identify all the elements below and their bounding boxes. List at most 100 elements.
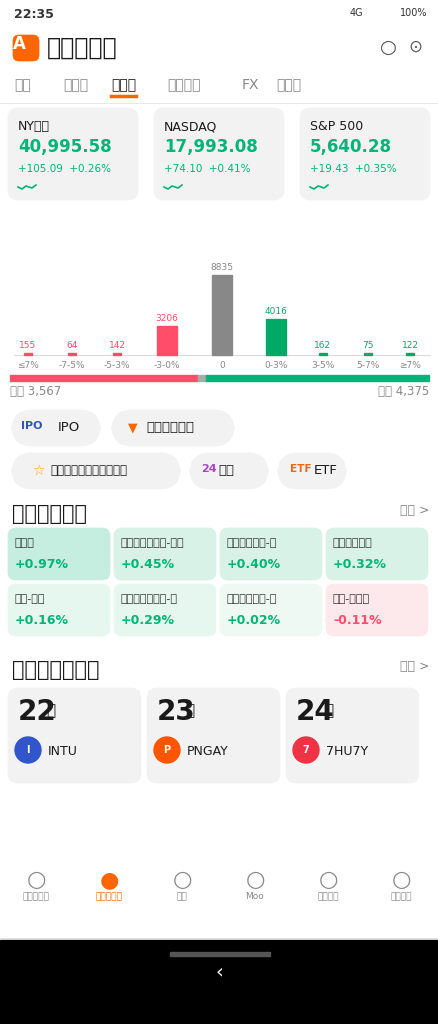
Bar [405,353,413,355]
Text: ニュース: ニュース [317,892,338,901]
Text: ソフトウェア-イ: ソフトウェア-イ [226,538,277,548]
FancyBboxPatch shape [8,688,141,783]
Bar [0,862,438,940]
Text: IPO: IPO [21,421,42,431]
FancyBboxPatch shape [277,453,345,489]
Bar [24,353,32,355]
Text: 22: 22 [18,698,57,726]
Text: スクリーナー: スクリーナー [146,421,194,434]
Text: 金: 金 [184,703,194,718]
Text: 日本株: 日本株 [63,78,88,92]
Text: A: A [13,35,26,53]
Text: 0-3%: 0-3% [264,361,287,370]
Text: Moo: Moo [245,892,264,901]
Text: 24: 24 [201,464,216,474]
Text: 消費電子製品: 消費電子製品 [332,538,372,548]
FancyBboxPatch shape [219,584,321,636]
Bar [212,275,231,355]
Bar [68,353,76,355]
Bar [170,952,269,956]
FancyBboxPatch shape [8,108,138,200]
Text: +0.16%: +0.16% [15,614,69,627]
Text: 5,640.28: 5,640.28 [309,138,391,156]
Text: 7HU7Y: 7HU7Y [325,745,367,758]
Text: ヒートマップ: ヒートマップ [12,504,87,524]
FancyBboxPatch shape [285,688,418,783]
Text: 142: 142 [108,341,125,350]
Text: PNGAY: PNGAY [187,745,228,758]
Text: ●: ● [99,870,118,890]
Text: ○: ○ [26,870,46,890]
Text: +0.02%: +0.02% [226,614,280,627]
Text: +0.40%: +0.40% [226,558,280,571]
Text: 米国株: 米国株 [111,78,136,92]
Text: 銀行-多角化: 銀行-多角化 [332,594,369,604]
Circle shape [154,737,180,763]
FancyBboxPatch shape [114,528,215,580]
Text: 決算カレンダー: 決算カレンダー [12,660,99,680]
FancyBboxPatch shape [12,453,180,489]
FancyBboxPatch shape [8,528,110,580]
Text: 投資ナビ: 投資ナビ [389,892,411,901]
Text: +0.97%: +0.97% [15,558,69,571]
Text: -0.11%: -0.11% [332,614,381,627]
Text: ○: ○ [390,870,410,890]
Text: +105.09  +0.26%: +105.09 +0.26% [18,164,111,174]
Text: 概要: 概要 [14,78,31,92]
Text: 7: 7 [302,745,309,755]
Text: 下落 3,567: 下落 3,567 [10,385,61,398]
FancyBboxPatch shape [325,584,427,636]
Text: 24: 24 [295,698,334,726]
Bar [198,375,205,381]
Text: ○: ○ [245,870,264,890]
Bar [318,353,326,355]
Text: 詳細 >: 詳細 > [399,504,429,517]
Text: 半導体: 半導体 [15,538,35,548]
Text: 木: 木 [46,703,55,718]
Bar [157,326,177,355]
Text: P: P [163,745,170,755]
Text: 3206: 3206 [155,314,178,323]
Text: 製薬-総合: 製薬-総合 [15,594,46,604]
Text: 3-5%: 3-5% [311,361,334,370]
Bar [363,353,371,355]
Text: FX: FX [241,78,259,92]
Text: ☆: ☆ [32,464,44,478]
Text: 8835: 8835 [210,263,233,272]
Bar [205,375,428,381]
Text: ETF: ETF [313,464,337,477]
Text: 40,995.58: 40,995.58 [18,138,111,156]
Text: -5-3%: -5-3% [103,361,130,370]
Text: ‹: ‹ [215,962,223,981]
Text: 4G: 4G [349,8,363,18]
Text: INTU: INTU [48,745,78,758]
Text: 100%: 100% [399,8,427,18]
Text: 75: 75 [361,341,373,350]
Text: 22:35: 22:35 [14,8,54,22]
Text: 暗号資産: 暗号資産 [166,78,200,92]
Text: +0.45%: +0.45% [121,558,175,571]
Text: ○: ○ [172,870,191,890]
Text: ⊙: ⊙ [407,38,421,56]
Text: ≤7%: ≤7% [17,361,39,370]
FancyBboxPatch shape [8,584,110,636]
Text: 4016: 4016 [264,306,287,315]
Text: 17,993.08: 17,993.08 [164,138,257,156]
Text: +19.43  +0.35%: +19.43 +0.35% [309,164,396,174]
Text: ≥7%: ≥7% [398,361,420,370]
FancyBboxPatch shape [299,108,429,200]
Text: 162: 162 [314,341,331,350]
Text: 0: 0 [219,361,224,370]
Text: NYダウ: NYダウ [18,120,50,133]
Circle shape [15,737,41,763]
Text: 5-7%: 5-7% [356,361,379,370]
Text: 口座: 口座 [176,892,187,901]
Text: IPO: IPO [58,421,80,434]
FancyBboxPatch shape [13,35,39,61]
FancyBboxPatch shape [147,688,279,783]
Text: NASDAQ: NASDAQ [164,120,217,133]
Text: 夜間: 夜間 [218,464,233,477]
Text: お気に入り: お気に入り [22,892,49,901]
Text: マーケット: マーケット [47,36,117,60]
Text: ○: ○ [378,38,396,57]
